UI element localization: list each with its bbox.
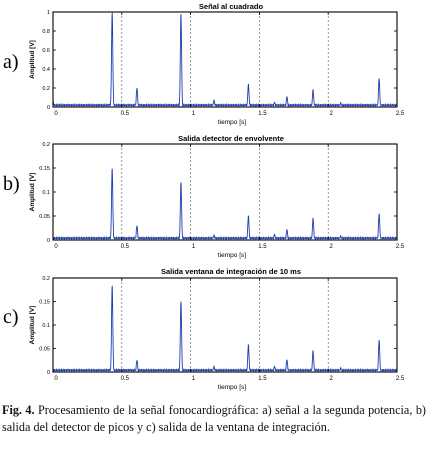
panel-3-ytick-label: 0 bbox=[47, 370, 50, 376]
panel-2-ytick-label: 0.15 bbox=[39, 166, 50, 172]
panel-1-ytick-label: 0.6 bbox=[42, 48, 50, 54]
panel-2-letter: b) bbox=[3, 173, 20, 195]
panel-3-xtick-label: 0 bbox=[54, 376, 58, 382]
panel-3-letter: c) bbox=[3, 306, 19, 328]
panel-1-ytick-label: 0.8 bbox=[42, 29, 50, 35]
panel-1-xtick-label: 1 bbox=[192, 111, 196, 117]
panel-1-xtick-label: 2 bbox=[330, 111, 334, 117]
panel-2-xtick-label: 1.5 bbox=[258, 244, 267, 250]
panel-2-xtick-label: 0.5 bbox=[121, 244, 130, 250]
panel-3-xtick-label: 1.5 bbox=[258, 376, 267, 382]
panel-1-ytick-label: 0.2 bbox=[42, 86, 50, 92]
panel-3-ytick-label: 0.2 bbox=[42, 276, 50, 282]
panel-2-xtick-label: 2.5 bbox=[396, 244, 405, 250]
panel-3-signal-line bbox=[52, 285, 398, 373]
panel-3-ytick-label: 0.15 bbox=[39, 300, 50, 306]
panel-2-axes-box bbox=[52, 143, 398, 241]
caption-label: Fig. 4. bbox=[2, 403, 35, 417]
figure-canvas: a) Señal al cuadrado 0 0.5 1 1.5 2 2.5 0 0.2 0.4 0.… bbox=[3, 2, 405, 391]
panel-2-ytick-label: 0 bbox=[47, 238, 50, 244]
panel-3-xtick-label: 2.5 bbox=[396, 376, 405, 382]
panel-2-xtick-label: 2 bbox=[330, 244, 334, 250]
panel-1-xtick-label: 0.5 bbox=[121, 111, 130, 117]
panel-2-ytick-label: 0.1 bbox=[42, 190, 50, 196]
panel-1-ytick-label: 0.4 bbox=[42, 67, 50, 73]
panel-1-title: Señal al cuadrado bbox=[199, 2, 264, 11]
panel-2-ylabel: Amplitud [V] bbox=[29, 173, 36, 212]
panel-3-ylabel: Amplitud [V] bbox=[29, 306, 36, 345]
panel-3-xlabel: tiempo [s] bbox=[218, 384, 246, 391]
panel-1-xlabel: tiempo [s] bbox=[218, 119, 246, 126]
panel-3-xtick-label: 1 bbox=[192, 376, 196, 382]
panel-1-signal-line bbox=[52, 12, 398, 108]
panel-2-xlabel: tiempo [s] bbox=[218, 252, 246, 259]
panel-3-ytick-label: 0.1 bbox=[42, 323, 50, 329]
panel-3-ytick-label: 0.05 bbox=[39, 347, 50, 353]
panel-1-ytick-label: 1 bbox=[47, 10, 50, 16]
panel-3-xtick-label: 2 bbox=[330, 376, 334, 382]
panel-1-ylabel: Amplitud [V] bbox=[29, 40, 36, 79]
panel-3-title: Salida ventana de integración de 10 ms bbox=[161, 267, 301, 276]
panel-2-ytick-label: 0.05 bbox=[39, 214, 50, 220]
panel-1-xtick-label: 2.5 bbox=[396, 111, 405, 117]
panel-2-signal-line bbox=[52, 168, 398, 241]
panel-1-xtick-label: 0 bbox=[54, 111, 58, 117]
figure-caption: Fig. 4. Procesamiento de la señal fonoca… bbox=[2, 402, 426, 436]
panel-3-axes-box bbox=[52, 277, 398, 373]
panel-1-ytick-label: 0 bbox=[47, 105, 50, 111]
panel-1-axes-box bbox=[52, 11, 398, 108]
panel-1-xtick-label: 1.5 bbox=[258, 111, 267, 117]
caption-text: Procesamiento de la señal fonocardiográf… bbox=[2, 403, 426, 434]
panel-2-xtick-label: 0 bbox=[54, 244, 58, 250]
panel-2-xtick-label: 1 bbox=[192, 244, 196, 250]
panel-1-letter: a) bbox=[3, 51, 19, 73]
panel-2-ytick-label: 0.2 bbox=[42, 142, 50, 148]
panel-3-xtick-label: 0.5 bbox=[121, 376, 130, 382]
panel-2-title: Salida detector de envolvente bbox=[178, 134, 284, 143]
